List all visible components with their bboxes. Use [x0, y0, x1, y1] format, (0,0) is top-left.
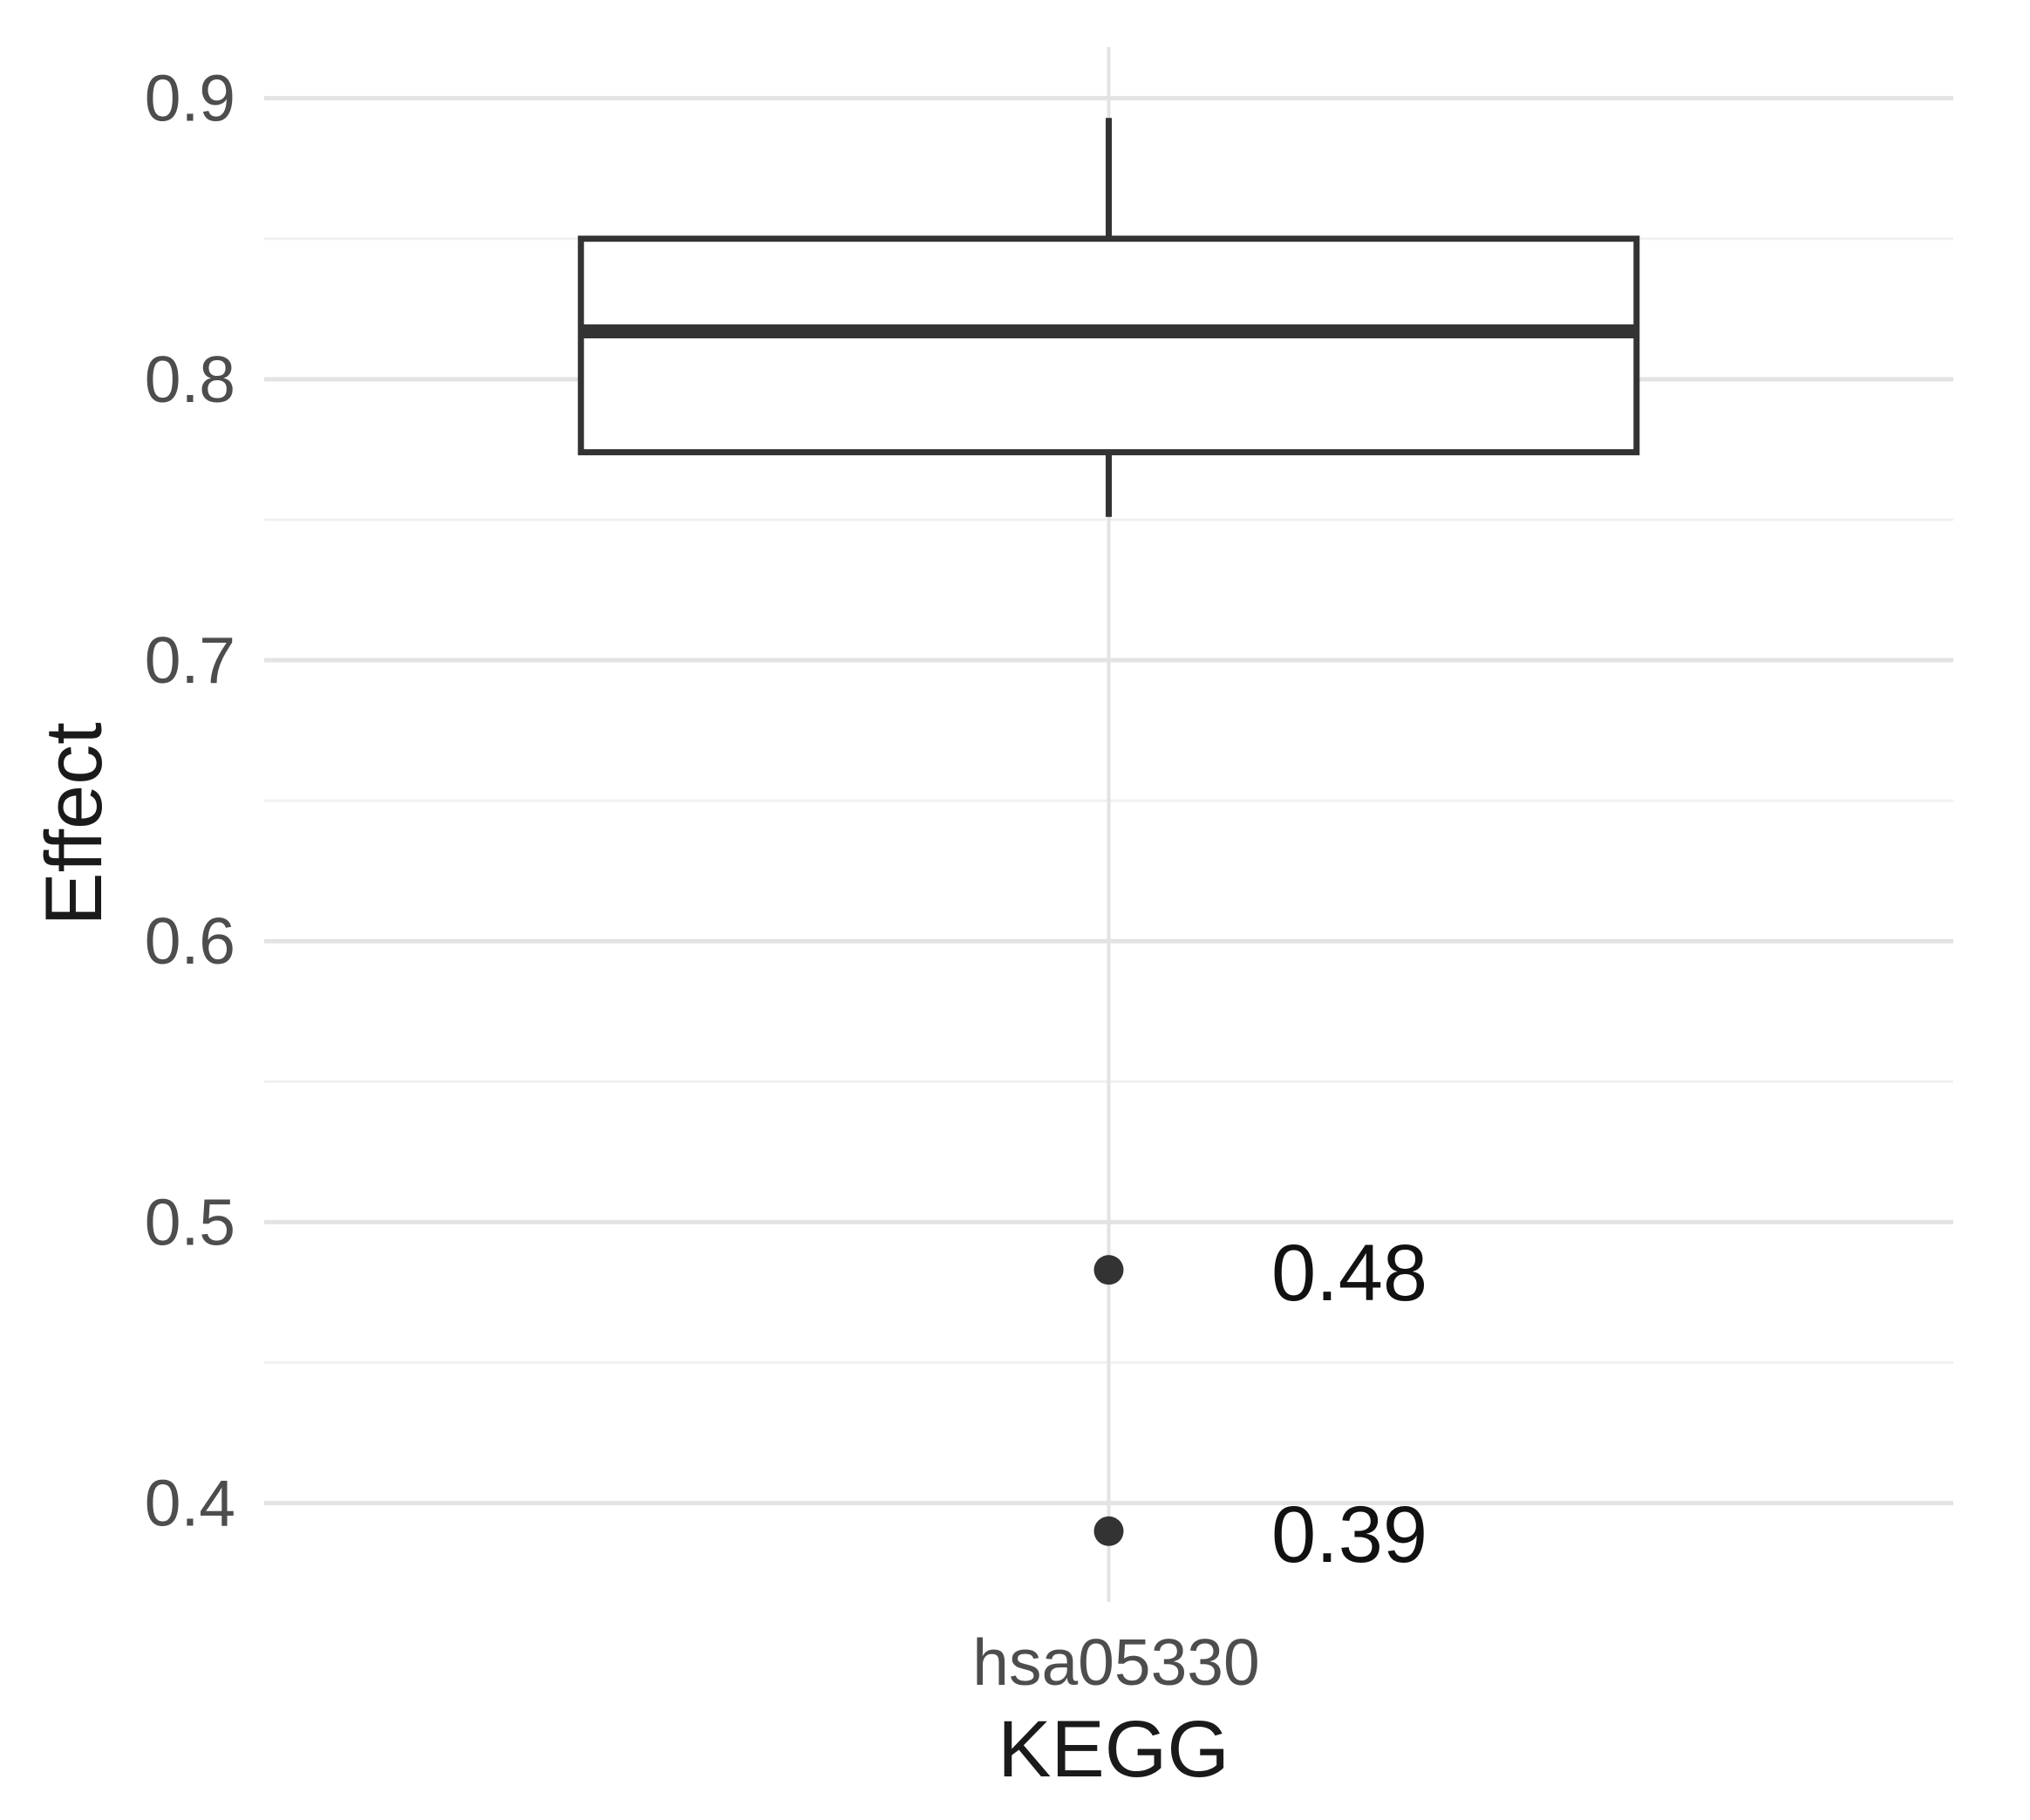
outlier-value-label: 0.48 — [1271, 1229, 1427, 1318]
x-axis-title: KEGG — [998, 1705, 1230, 1794]
y-tick-label: 0.4 — [145, 1467, 235, 1540]
outlier-point — [1093, 1516, 1124, 1546]
y-axis-title: Effect — [30, 722, 119, 926]
y-tick-label: 0.8 — [145, 343, 235, 416]
box-iqr — [577, 235, 1640, 456]
outlier-point — [1093, 1255, 1124, 1285]
y-tick-label: 0.7 — [145, 624, 235, 697]
y-tick-labels: 0.4 0.5 0.6 0.7 0.8 0.9 — [145, 62, 235, 1540]
outlier-value-label: 0.39 — [1271, 1490, 1427, 1579]
y-tick-label: 0.6 — [145, 904, 235, 978]
y-tick-label: 0.5 — [145, 1185, 235, 1258]
outlier-points — [1093, 1255, 1124, 1546]
outlier-labels: 0.48 0.39 — [1271, 1229, 1427, 1579]
y-tick-label: 0.9 — [145, 62, 235, 135]
x-tick-label-hsa05330: hsa05330 — [972, 1626, 1259, 1699]
